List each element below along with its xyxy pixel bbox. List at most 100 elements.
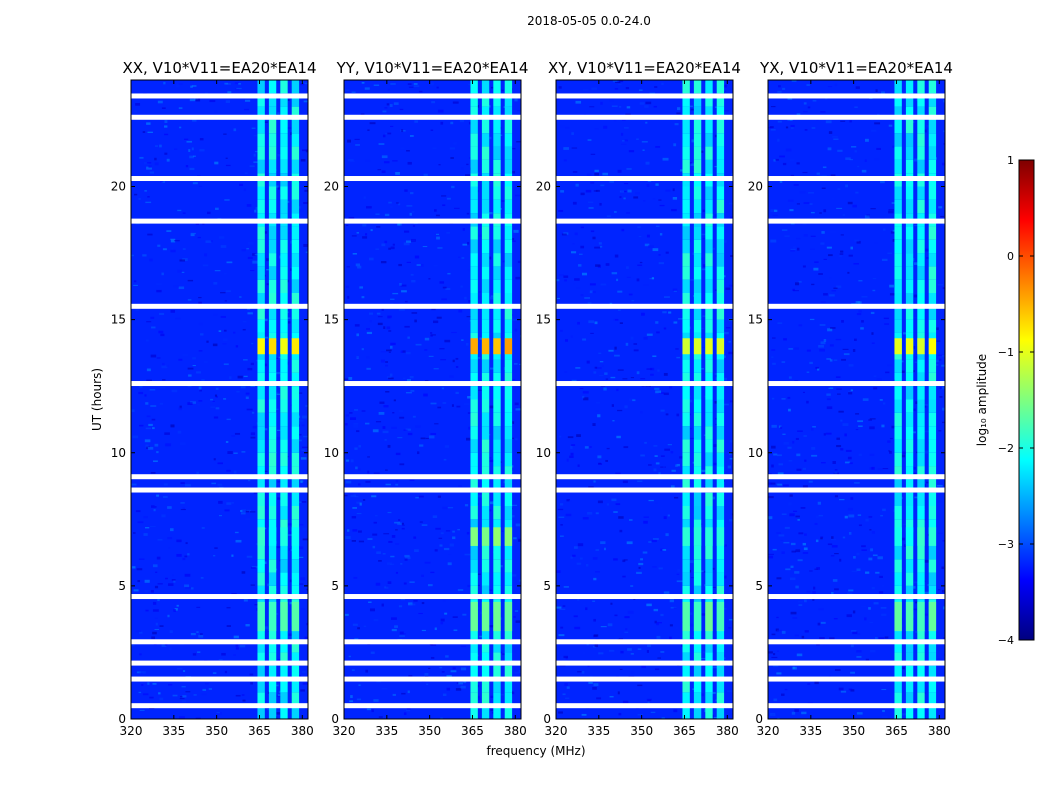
noise-cell: [815, 366, 819, 369]
noise-cell: [455, 366, 459, 368]
noise-cell: [158, 692, 161, 695]
noise-cell: [431, 308, 436, 311]
noise-cell: [581, 272, 588, 276]
noise-cell: [638, 566, 641, 569]
noise-cell: [251, 127, 256, 130]
noise-cell: [942, 421, 945, 424]
noise-cell: [630, 377, 635, 379]
rfi-strong-block: [894, 601, 902, 632]
noise-cell: [442, 204, 446, 207]
noise-cell: [167, 614, 170, 618]
noise-cell: [437, 406, 442, 409]
rfi-cell: [917, 452, 925, 467]
noise-cell: [253, 161, 259, 164]
noise-cell: [598, 652, 604, 655]
noise-cell: [639, 102, 645, 105]
rfi-cell: [280, 572, 288, 586]
rfi-cell: [504, 625, 513, 640]
noise-cell: [614, 346, 617, 350]
noise-cell: [305, 405, 308, 407]
noise-cell: [687, 472, 694, 475]
noise-cell: [400, 350, 404, 354]
noise-cell: [418, 612, 423, 615]
noise-cell: [618, 516, 624, 519]
rfi-cell: [481, 146, 490, 160]
noise-cell: [831, 592, 834, 595]
noise-cell: [577, 543, 584, 547]
noise-cell: [796, 113, 801, 116]
noise-cell: [641, 141, 648, 143]
noise-cell: [573, 546, 578, 549]
rfi-cell: [716, 572, 725, 586]
noise-cell: [347, 529, 350, 532]
flagged-band: [556, 474, 733, 480]
noise-cell: [938, 206, 943, 209]
noise-cell: [243, 599, 248, 602]
rfi-cell: [894, 133, 902, 147]
rfi-cell: [894, 665, 902, 680]
noise-cell: [868, 419, 873, 421]
rfi-cell: [894, 479, 902, 493]
noise-cell: [587, 291, 593, 295]
noise-cell: [678, 318, 683, 320]
rfi-cell: [257, 239, 265, 254]
rfi-cell: [917, 226, 925, 240]
rfi-cell: [905, 399, 914, 413]
noise-cell: [182, 507, 185, 510]
noise-cell: [869, 467, 874, 470]
rfi-cell: [481, 266, 490, 280]
rfi-cell: [693, 372, 702, 387]
noise-cell: [375, 248, 380, 250]
noise-cell: [443, 547, 450, 551]
rfi-cell: [693, 679, 702, 693]
noise-cell: [424, 561, 431, 564]
noise-cell: [789, 577, 796, 581]
noise-cell: [614, 254, 619, 258]
noise-cell: [241, 571, 246, 574]
rfi-cell: [493, 293, 501, 307]
noise-cell: [806, 400, 809, 404]
noise-cell: [458, 485, 462, 487]
rfi-strong-block: [257, 601, 265, 632]
rfi-cell: [917, 679, 925, 693]
noise-cell: [923, 613, 928, 616]
x-tick-label: 350: [205, 724, 228, 738]
noise-cell: [233, 128, 237, 132]
rfi-cell: [682, 359, 690, 373]
noise-cell: [215, 387, 219, 390]
noise-cell: [728, 626, 732, 629]
noise-cell: [722, 84, 727, 88]
noise-cell: [451, 404, 454, 407]
noise-cell: [349, 417, 356, 421]
flagged-band: [556, 218, 733, 224]
flagged-band: [768, 660, 945, 666]
noise-cell: [450, 121, 454, 125]
noise-cell: [214, 394, 218, 397]
y-tick-label: 15: [111, 313, 126, 327]
rfi-cell: [928, 506, 937, 520]
noise-cell: [180, 696, 183, 698]
noise-cell: [729, 519, 733, 522]
noise-cell: [405, 556, 411, 560]
noise-cell: [632, 399, 636, 402]
noise-cell: [870, 548, 874, 552]
noise-cell: [579, 387, 584, 390]
noise-cell: [937, 658, 943, 661]
noise-cell: [819, 637, 825, 640]
noise-cell: [251, 411, 255, 414]
rfi-cell: [928, 545, 937, 560]
noise-cell: [354, 138, 360, 141]
noise-cell: [676, 356, 681, 359]
noise-cell: [654, 387, 660, 390]
rfi-cell: [504, 186, 513, 200]
rfi-cell: [481, 399, 490, 413]
noise-cell: [168, 684, 173, 686]
noise-cell: [361, 348, 364, 351]
noise-cell: [432, 515, 438, 519]
noise-cell: [455, 391, 459, 395]
noise-cell: [593, 646, 597, 648]
noise-cell: [217, 462, 224, 465]
rfi-cell: [470, 386, 478, 400]
noise-cell: [777, 138, 780, 142]
noise-cell: [858, 280, 863, 282]
